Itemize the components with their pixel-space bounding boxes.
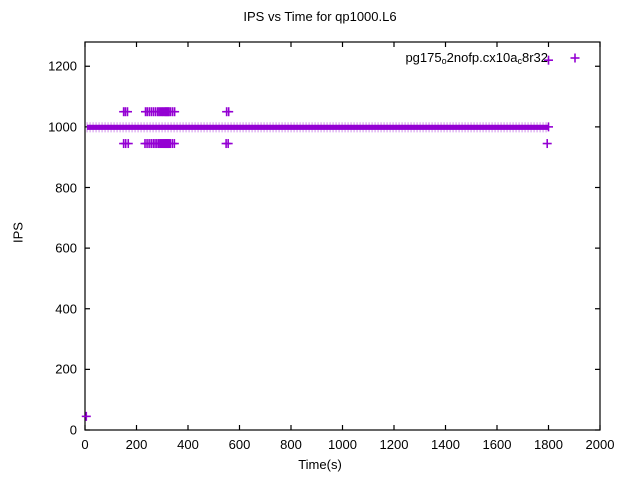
legend-label-sub1: o — [441, 56, 447, 66]
x-tick-label: 400 — [177, 437, 199, 452]
data-point-marker — [542, 139, 552, 149]
legend-label-mid: 2nofp.cx10a — [446, 50, 518, 65]
legend-label-prefix: pg175 — [405, 50, 442, 65]
legend-label-suffix: 8r32 — [521, 50, 548, 65]
x-tick-label: 200 — [125, 437, 148, 452]
chart-title: IPS vs Time for qp1000.L6 — [243, 9, 397, 24]
x-tick-label: 1000 — [328, 437, 357, 452]
x-tick-label: 800 — [280, 437, 302, 452]
data-point-marker — [544, 55, 553, 65]
data-point-marker — [223, 139, 233, 149]
data-point-marker — [81, 411, 91, 421]
x-tick-label: 600 — [228, 437, 251, 452]
data-point-marker — [544, 122, 553, 132]
data-point-marker — [123, 139, 133, 149]
x-tick-label: 1600 — [482, 437, 512, 452]
data-point-marker — [224, 107, 234, 117]
y-tick-label: 400 — [55, 301, 77, 317]
x-tick-label: 1200 — [379, 437, 409, 452]
x-tick-label: 1800 — [534, 437, 563, 452]
x-tick-label: 2000 — [585, 437, 615, 452]
data-point-marker — [122, 107, 132, 117]
x-tick-label: 0 — [81, 437, 89, 452]
plot-frame — [84, 41, 601, 431]
y-tick-label: 1000 — [48, 119, 77, 135]
x-tick-label: 1400 — [431, 437, 460, 452]
x-axis-label: Time(s) — [298, 457, 342, 472]
y-tick-label: 800 — [55, 180, 77, 195]
y-tick-label: 0 — [69, 422, 77, 438]
data-point-marker — [169, 139, 179, 149]
y-tick-label: 200 — [55, 361, 77, 377]
legend-label-sub2: c — [517, 56, 522, 66]
y-tick-label: 1200 — [48, 58, 77, 74]
legend-entry-label: pg175o2nofp.cx10ac8r32 — [405, 50, 548, 69]
y-tick-label: 600 — [55, 240, 77, 256]
data-point-marker — [170, 107, 180, 117]
legend-marker-plus — [570, 53, 580, 63]
